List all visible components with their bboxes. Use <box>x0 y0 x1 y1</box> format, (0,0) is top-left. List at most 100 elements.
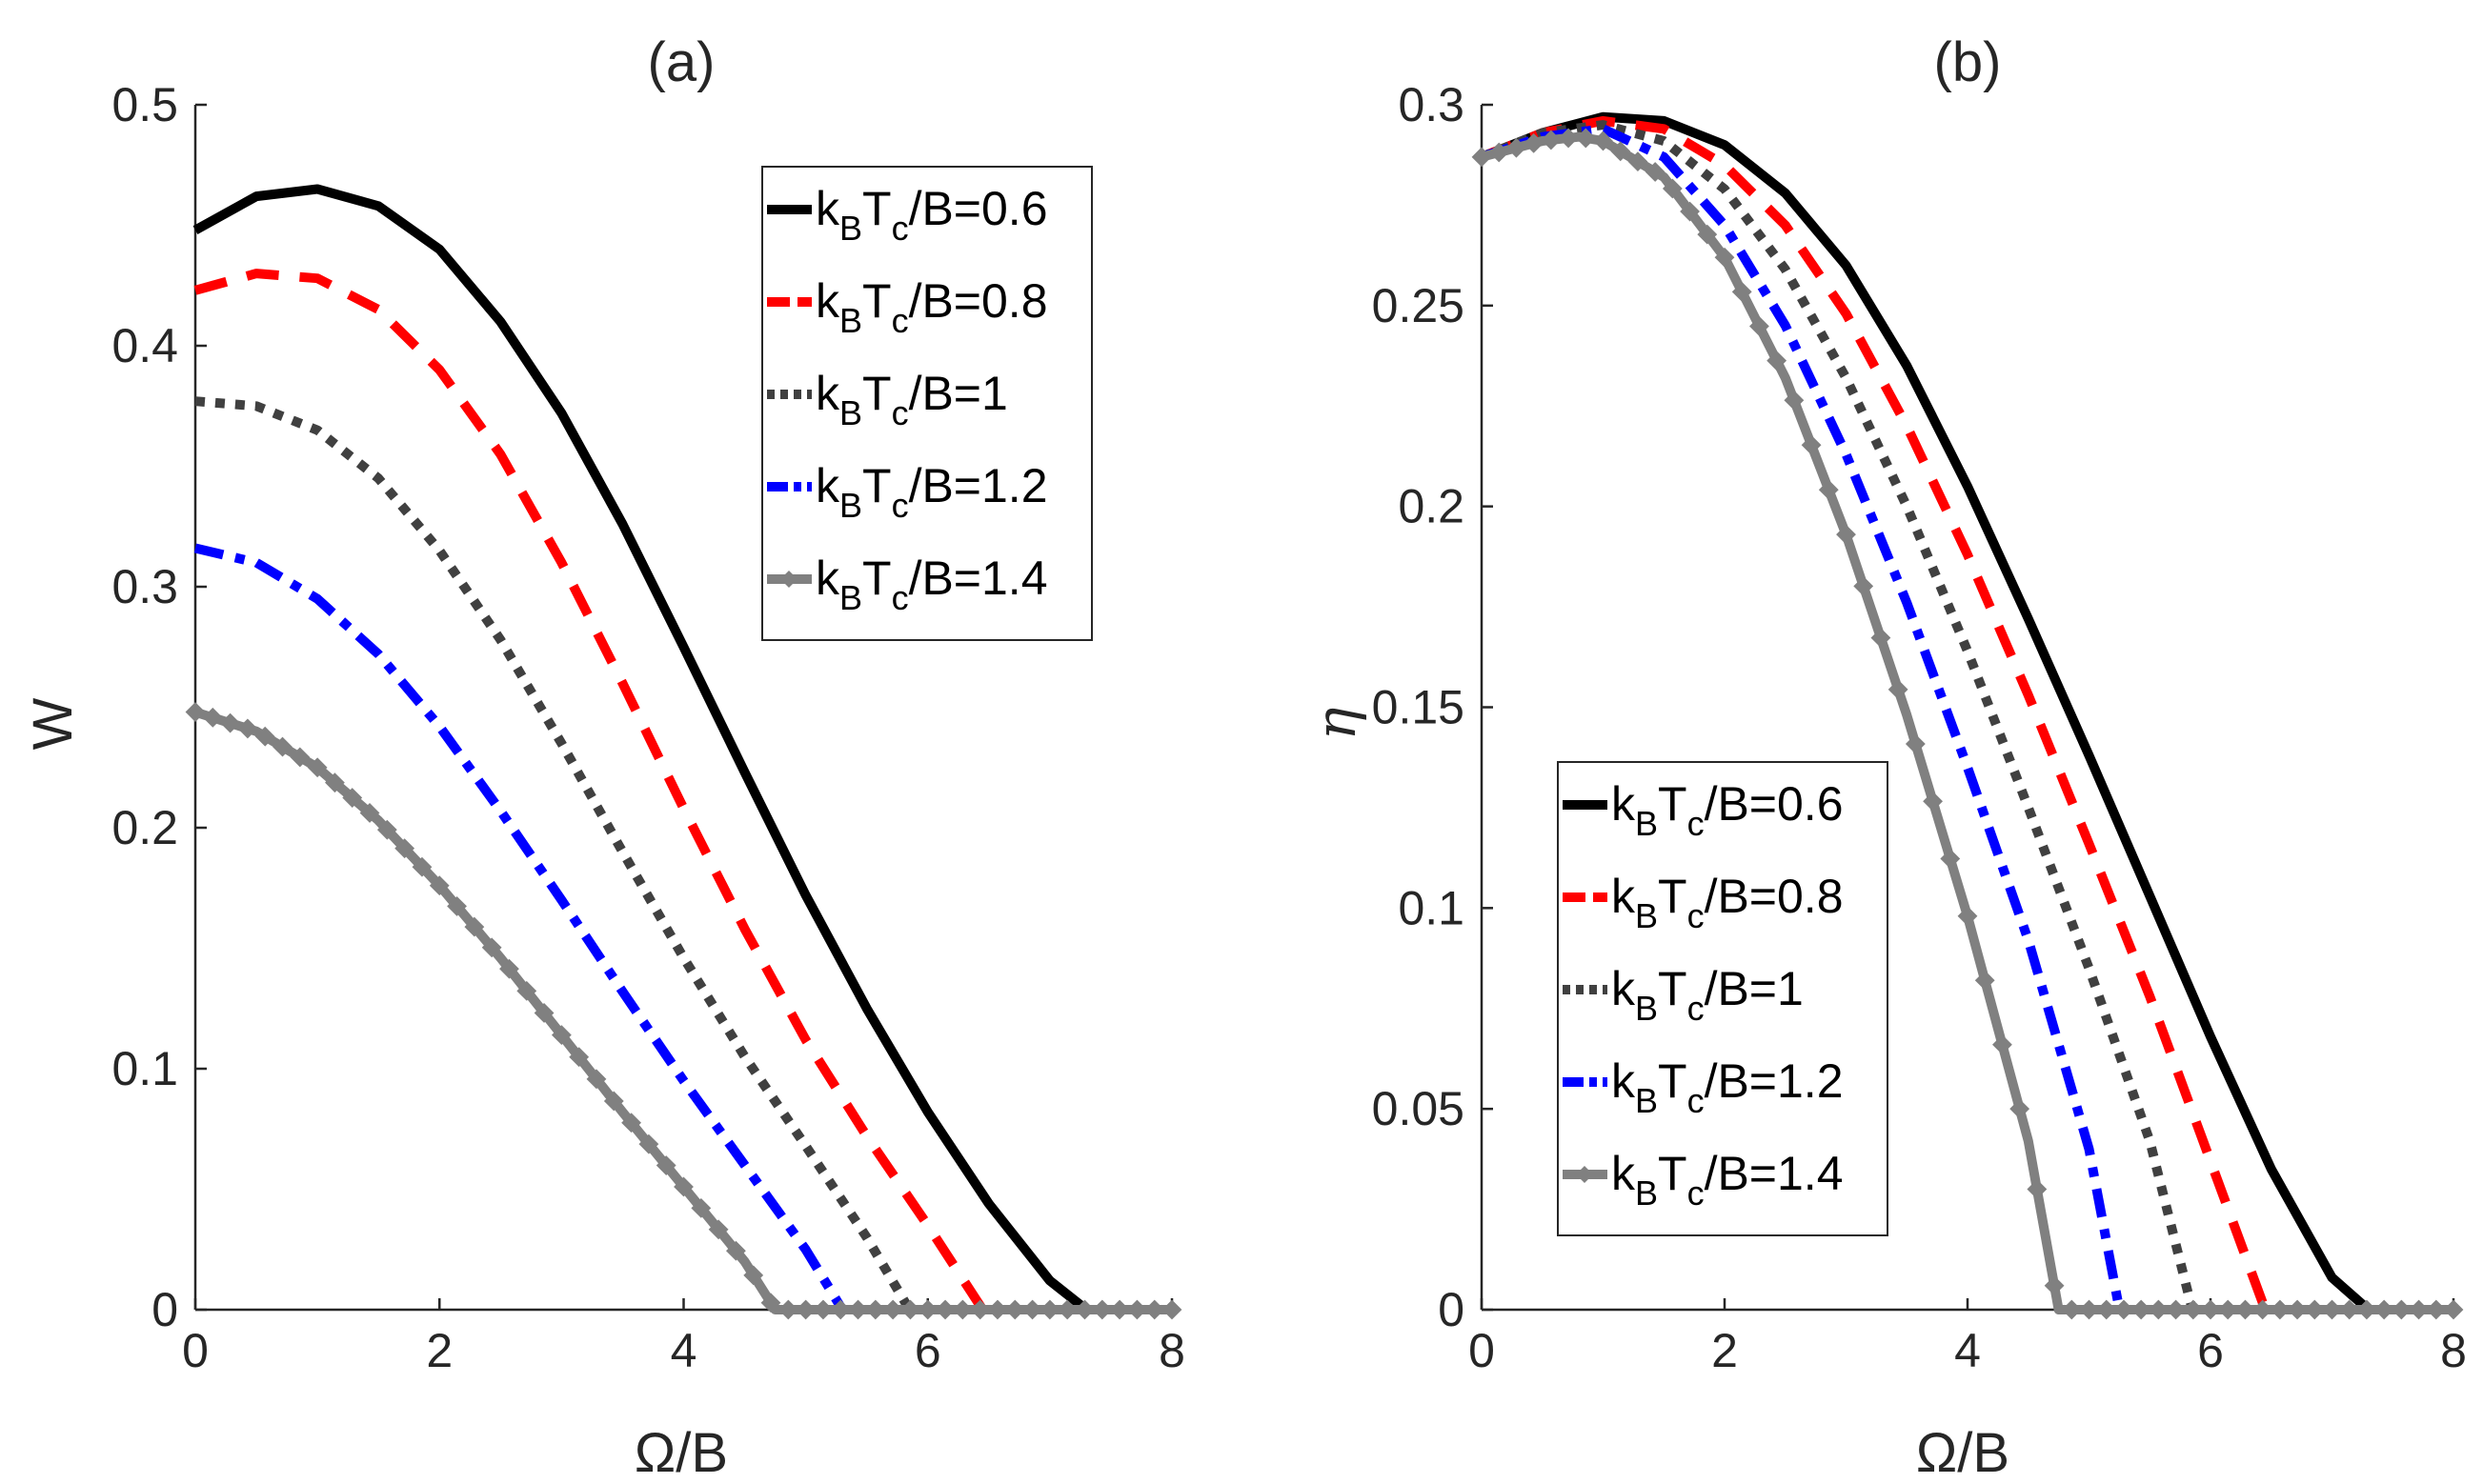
panel-a-series-t14-marker <box>1040 1299 1060 1320</box>
panel-b-series-t14-marker <box>1870 628 1891 649</box>
panel-a-series-t14-marker <box>342 788 363 808</box>
panel-b-series-t14-marker <box>1610 141 1631 162</box>
panel-a-series-t14-marker <box>1144 1299 1165 1320</box>
panel-a-legend-label-t10: kBTc/B=1 <box>816 367 1008 432</box>
panel-b-series-t10-line <box>1480 120 2453 1314</box>
panel-b-x-tick-label: 4 <box>1954 1324 1981 1377</box>
panel-a-series-t14-marker <box>254 726 275 747</box>
legend-text-part: B <box>839 209 862 248</box>
legend-text-part: B <box>839 393 862 432</box>
panel-b-series-t14-marker <box>2287 1299 2308 1320</box>
panel-a-series-t14-marker <box>516 980 537 1001</box>
panel-a-series-t14-marker <box>970 1299 991 1320</box>
panel-a-x-tick-label: 0 <box>182 1324 209 1377</box>
legend-text-part: k <box>816 182 840 235</box>
panel-a-series-t14-marker <box>551 1025 572 1045</box>
panel-a-series-t14-marker <box>621 1113 642 1133</box>
panel-a-legend-box <box>761 166 1093 641</box>
legend-text-part: /B=0.6 <box>1705 777 1844 831</box>
legend-text-part: k <box>1611 962 1636 1015</box>
panel-b-series-t14-marker <box>2113 1299 2134 1320</box>
panel-a-series-t14-marker <box>900 1299 920 1320</box>
panel-a-legend-label-t12: kBTc/B=1.2 <box>816 459 1048 525</box>
panel-a-series-t14-marker <box>273 736 293 757</box>
legend-text-part: B <box>1635 1173 1658 1213</box>
panel-a-series-t14-marker <box>447 895 467 916</box>
legend-text-part: /B=1.4 <box>909 551 1048 605</box>
panel-a-xlabel: Ω/B <box>635 1422 728 1484</box>
panel-a-series-t14-marker <box>777 1299 798 1320</box>
panel-a-series-t14-marker <box>1161 1299 1182 1320</box>
legend-text-part: B <box>1635 989 1658 1028</box>
panel-b-series-t14-marker <box>1887 679 1908 700</box>
panel-b-series-t12-line <box>1480 124 2453 1314</box>
legend-text-part: k <box>816 459 840 512</box>
legend-panel-a: kBTc/B=0.6kBTc/B=0.8kBTc/B=1kBTc/B=1.2kB… <box>761 166 1093 641</box>
panel-b-series-t14-marker <box>2339 1299 2360 1320</box>
panel-b-legend-label-t14: kBTc/B=1.4 <box>1611 1147 1844 1213</box>
panel-a-title: (a) <box>648 31 716 93</box>
panel-b-series-t14-marker <box>1645 162 1665 182</box>
panel-b-title: (b) <box>1934 31 2002 93</box>
panel-a-series-t14-marker <box>481 937 502 958</box>
panel-b-x-tick-label: 8 <box>2440 1324 2467 1377</box>
panel-b-series-t14-marker <box>1974 970 1995 991</box>
legend-text-part: B <box>839 301 862 340</box>
legend-text-part: T <box>1658 777 1687 831</box>
panel-b-x-tick-label: 6 <box>2197 1324 2224 1377</box>
panel-b-legend-label-t06: kBTc/B=0.6 <box>1611 777 1844 843</box>
panel-a-legend-label-t06: kBTc/B=0.6 <box>816 182 1048 248</box>
panel-a-series-t14-marker <box>1092 1299 1113 1320</box>
legend-text-part: k <box>816 551 840 605</box>
panel-a-series-t12-line <box>193 543 1172 1314</box>
panel-b-series-t14-marker <box>1836 524 1856 545</box>
panel-b-series-t14-marker <box>2130 1299 2151 1320</box>
panel-a-series-t14-marker <box>464 916 485 937</box>
panel-a-series-t14-marker <box>412 856 433 877</box>
panel-a-y-tick-label: 0.5 <box>111 78 178 131</box>
legend-text-part: B <box>1635 896 1658 935</box>
panel-b-legend-box <box>1557 761 1888 1236</box>
panel-b-series-t14-marker <box>1593 130 1613 151</box>
legend-text-part: c <box>892 209 909 248</box>
panel-a-series-t14-marker <box>202 707 223 728</box>
legend-text-part: T <box>862 274 892 328</box>
legend-text-part: k <box>816 367 840 420</box>
panel-b-series-t14-marker <box>1488 142 1509 163</box>
panel-a-series-t14-marker <box>691 1197 712 1218</box>
legend-text-part: c <box>892 301 909 340</box>
legend-text-part: c <box>892 393 909 432</box>
panel-b-series-t14-marker <box>1957 906 1978 927</box>
panel-a-series-t08-line <box>193 269 1172 1314</box>
legend-text-part: B <box>839 486 862 525</box>
panel-b-legend-label-t08: kBTc/B=0.8 <box>1611 870 1844 935</box>
legend-text-part: c <box>1687 989 1705 1028</box>
legend-text-part: k <box>816 274 840 328</box>
panel-a-y-tick-label: 0.3 <box>111 560 178 613</box>
panel-a-x-tick-label: 6 <box>915 1324 941 1377</box>
panel-a-series-t14-marker <box>307 757 328 778</box>
panel-a-series-t14-marker <box>918 1299 939 1320</box>
panel-b-series-t14-marker <box>1558 128 1579 149</box>
panel-b-series-t14-marker <box>1471 147 1492 168</box>
panel-b-y-tick-label: 0.1 <box>1398 881 1464 934</box>
panel-a-series-t14-marker <box>848 1299 868 1320</box>
panel-b-series-t14-marker <box>2409 1299 2429 1320</box>
panel-b-series-t14-marker <box>1992 1034 2012 1055</box>
legend-text-part: k <box>1611 1147 1636 1200</box>
panel-b-series-t14-marker <box>1541 130 1562 150</box>
panel-a-y-tick-label: 0.1 <box>111 1042 178 1095</box>
legend-text-part: /B=1.2 <box>909 459 1048 512</box>
panel-b-y-tick-label: 0 <box>1438 1283 1464 1336</box>
panel-b-series-t14-marker <box>1801 434 1822 455</box>
panel-b-x-tick-label: 2 <box>1711 1324 1738 1377</box>
legend-text-part: c <box>1687 1081 1705 1120</box>
panel-a: (a) Ω/B W 0 2 4 6 8 0 0.1 0.2 0.3 0.4 0.5 <box>22 31 1185 1484</box>
panel-a-series-t14-marker <box>359 803 380 823</box>
legend-text-part: c <box>892 578 909 617</box>
panel-a-series-t06-line <box>192 184 1172 1314</box>
panel-b-series-t14-marker <box>2322 1299 2342 1320</box>
legend-text-part: /B=0.8 <box>1705 870 1844 923</box>
legend-text-part: c <box>892 486 909 525</box>
